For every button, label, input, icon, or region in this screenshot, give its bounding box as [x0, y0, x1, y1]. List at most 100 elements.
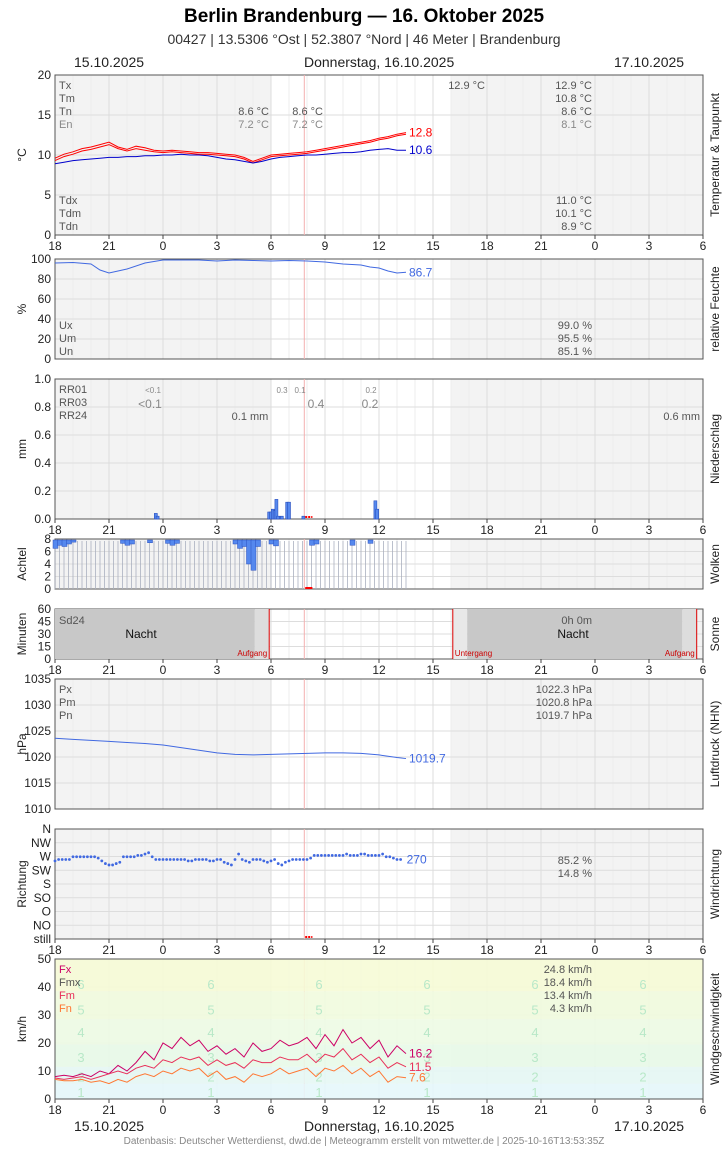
beaufort-label: 2 [207, 1070, 214, 1085]
x-tick-label: 21 [534, 943, 548, 957]
wind-dir-point [356, 854, 359, 857]
sun-twilight-block [682, 609, 697, 659]
wind-dir-point [345, 852, 348, 856]
y-axis-label: °C [15, 148, 29, 162]
wind-dir-point [323, 854, 327, 857]
y-axis-label: % [15, 303, 29, 314]
wind-dir-point [338, 854, 341, 857]
x-tick-label: 18 [48, 1103, 62, 1117]
rr01-value: 0.1 [294, 386, 306, 395]
side-label: Windgeschwindigkeit [708, 972, 722, 1085]
wind-stat-label: Fx [59, 964, 72, 976]
x-tick-label: 0 [160, 663, 167, 677]
wind-dir-point [186, 859, 190, 863]
y-tick-label: 15 [38, 640, 52, 654]
x-tick-label: 21 [534, 1103, 548, 1117]
temp-stat-value: 10.8 °C [555, 93, 592, 105]
footer-credits: Datenbasis: Deutscher Wetterdienst, dwd.… [123, 1136, 605, 1147]
wind-dir-point [374, 854, 377, 857]
wind-dir-point [226, 862, 230, 865]
wind-dir-point [255, 858, 258, 861]
y-tick-label: 1020 [24, 750, 51, 764]
pressure-stat-label: Pn [59, 710, 72, 722]
wind-dir-point [251, 858, 255, 861]
y-tick-label: 100 [31, 252, 51, 266]
wind-dir-point [381, 852, 384, 856]
dewpoint-last-label: 10.6 [409, 143, 433, 157]
y-tick-label: 45 [38, 615, 52, 629]
x-tick-label: 0 [160, 943, 167, 957]
wind-dir-point [334, 854, 338, 857]
wind-dir-point [384, 855, 388, 859]
wind-dir-point [158, 858, 161, 861]
wind-dir-point [179, 858, 183, 861]
cloud-bar [313, 539, 320, 545]
beaufort-label: 2 [639, 1070, 646, 1085]
x-tick-label: 18 [480, 663, 494, 677]
y-tick-label: 5 [44, 188, 51, 202]
wind-dir-point [82, 855, 86, 859]
wind-dir-point [298, 858, 302, 861]
x-tick-label: 0 [592, 1103, 599, 1117]
beaufort-label: 5 [423, 1002, 430, 1017]
wind-dir-point [161, 858, 165, 861]
y-tick-label: 0 [44, 652, 51, 666]
temperature-line [54, 132, 407, 162]
x-tick-label: 12 [372, 943, 386, 957]
beaufort-label: 3 [77, 1050, 84, 1065]
wind-dir-point [176, 858, 179, 861]
wind-dir-point [312, 854, 316, 857]
date-right-bottom: 17.10.2025 [614, 1118, 685, 1134]
side-label: Sonne [708, 616, 722, 651]
x-tick-label: 3 [646, 943, 653, 957]
x-tick-label: 21 [102, 943, 116, 957]
wind-stat-label: Fn [59, 1003, 72, 1015]
wind-dir-point [143, 852, 147, 856]
sun-stat-label: Sd24 [59, 615, 85, 627]
wind-last-label: 16.2 [409, 1047, 433, 1061]
x-tick-label: 21 [534, 663, 548, 677]
x-tick-label: 6 [268, 523, 275, 537]
wind-dir-point [291, 858, 294, 861]
cloud-bar [255, 539, 261, 547]
side-label: Luftdruck (NHN) [708, 701, 722, 788]
wind-dir-point [93, 855, 96, 859]
precip-bar [287, 501, 291, 520]
beaufort-label: 2 [315, 1070, 322, 1085]
y-tick-label: 60 [38, 292, 52, 306]
wind-dir-point [266, 860, 269, 864]
humidity-stat-value: 99.0 % [558, 320, 592, 332]
night-label: Nacht [557, 627, 589, 641]
wind-dir-point [125, 855, 129, 859]
wind-dir-last-label: 270 [407, 853, 427, 867]
temp-stat-label: Tx [59, 80, 72, 92]
wind-stat-value: 4.3 km/h [550, 1003, 592, 1015]
dew-stat-value: 11.0 °C [556, 195, 592, 207]
humidity-stat-value: 85.1 % [558, 346, 592, 358]
y-axis-label: km/h [15, 1016, 29, 1042]
wind-dir-point [237, 852, 241, 856]
y-axis-label: hPa [15, 733, 29, 755]
x-tick-label: 18 [480, 523, 494, 537]
rr03-value: 0.4 [308, 397, 325, 411]
wind-dir-point [258, 858, 262, 861]
beaufort-band [55, 959, 703, 992]
temperature-last-label: 12.8 [409, 126, 433, 140]
wind-dir-point [132, 855, 136, 859]
rr03-value: 0.2 [362, 397, 379, 411]
date-center-top: Donnerstag, 16.10.2025 [304, 54, 455, 70]
y-tick-label: 10 [38, 148, 52, 162]
panel-border-1 [54, 258, 704, 360]
wind-dir-point [129, 855, 133, 859]
sun-night-block [467, 609, 683, 659]
precip-bar [276, 515, 281, 520]
sun-night-block [55, 609, 255, 659]
wind-dir-point [68, 858, 71, 861]
wind-last-label: 7.6 [409, 1071, 426, 1085]
y-tick-label: 6 [44, 545, 51, 559]
x-tick-label: 21 [102, 523, 116, 537]
precip-bar [155, 515, 160, 520]
wind-dir-point [219, 858, 223, 861]
wind-dir-point [294, 858, 298, 861]
wind-dir-point [327, 854, 330, 857]
